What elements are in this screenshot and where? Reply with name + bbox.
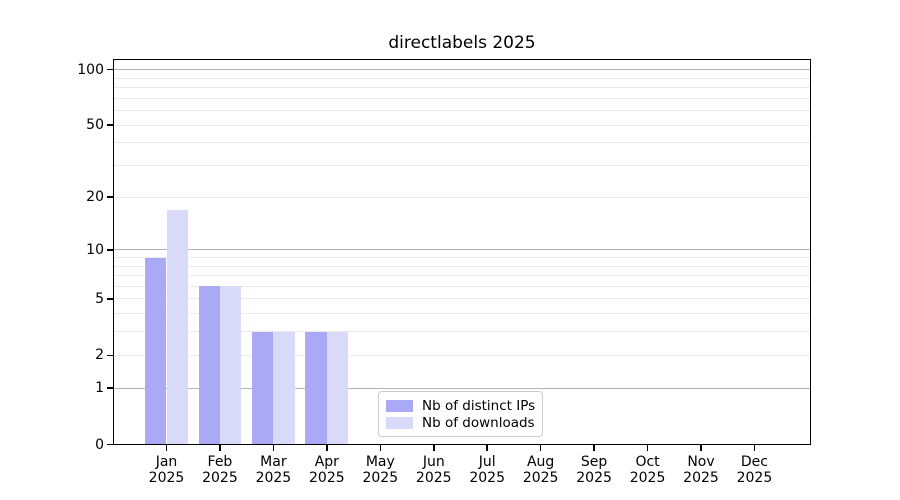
y-tick-label: 100	[77, 61, 104, 78]
x-tick	[700, 444, 702, 451]
x-tick-label: Jun 2025	[415, 453, 452, 486]
y-tick	[107, 298, 113, 300]
gridline-minor	[113, 298, 811, 300]
bar-nb-of-downloads	[326, 331, 349, 445]
gridline-major	[113, 387, 811, 389]
bar-nb-of-downloads	[166, 209, 188, 445]
gridline-minor	[113, 77, 811, 79]
gridline-minor	[113, 87, 811, 89]
x-tick	[433, 444, 435, 451]
x-tick-label: Feb 2025	[202, 453, 238, 486]
x-tick-label: May 2025	[362, 453, 399, 486]
y-tick-label: 1	[95, 380, 104, 397]
gridline-minor	[113, 257, 811, 258]
gridline-minor	[113, 97, 811, 99]
x-tick	[753, 444, 756, 451]
y-tick	[107, 354, 113, 357]
x-tick-label: Aug 2025	[522, 453, 559, 486]
x-tick	[219, 444, 221, 451]
gridline-minor	[113, 354, 811, 356]
x-tick-label: Apr 2025	[309, 453, 345, 486]
legend-swatch	[386, 417, 413, 430]
x-tick	[593, 444, 595, 451]
y-tick-label: 20	[86, 189, 104, 206]
gridline-minor	[113, 196, 811, 198]
gridline-minor	[113, 124, 811, 126]
gridline-minor	[113, 265, 811, 267]
legend-item: Nb of distinct IPs	[386, 397, 536, 414]
x-tick-label: Jul 2025	[469, 453, 505, 486]
x-tick-label: Jan 2025	[148, 453, 185, 486]
x-tick	[486, 444, 488, 451]
y-tick-label: 50	[86, 117, 104, 134]
x-tick-label: Sep 2025	[576, 453, 612, 486]
bar-nb-of-distinct-ips	[305, 331, 327, 445]
gridline-minor	[113, 275, 811, 277]
y-tick	[107, 443, 113, 446]
x-tick	[272, 444, 275, 451]
gridline-minor	[113, 165, 811, 167]
y-tick-label: 2	[95, 347, 104, 364]
gridline-minor	[113, 331, 811, 333]
gridline-minor	[113, 285, 811, 287]
x-tick-label: Dec 2025	[736, 453, 773, 486]
gridline-major	[113, 249, 811, 251]
x-tick	[379, 444, 382, 451]
bar-nb-of-distinct-ips	[145, 257, 167, 445]
bar-nb-of-downloads	[219, 286, 242, 445]
y-tick	[107, 196, 113, 198]
gridline-minor	[113, 110, 811, 112]
x-tick	[646, 444, 649, 451]
y-tick-label: 5	[95, 290, 104, 307]
y-tick	[107, 124, 113, 126]
gridline-minor	[113, 313, 811, 315]
x-tick-label: Oct 2025	[629, 453, 666, 486]
legend: Nb of distinct IPs Nb of downloads	[378, 391, 543, 437]
x-tick	[539, 444, 542, 451]
y-tick	[107, 68, 113, 71]
y-tick	[107, 249, 113, 251]
legend-label: Nb of downloads	[422, 415, 535, 432]
legend-swatch	[386, 399, 413, 412]
x-tick-label: Nov 2025	[683, 453, 719, 486]
bar-nb-of-downloads	[273, 331, 295, 445]
bar-nb-of-distinct-ips	[198, 286, 220, 445]
y-tick	[107, 387, 113, 389]
legend-item: Nb of downloads	[386, 415, 535, 432]
gridline-minor	[113, 142, 811, 144]
y-tick-label: 0	[95, 436, 104, 453]
x-tick	[165, 444, 168, 451]
legend-label: Nb of distinct IPs	[422, 397, 536, 414]
gridline-major	[113, 69, 811, 71]
x-tick-label: Mar 2025	[255, 453, 292, 486]
chart-title: directlabels 2025	[388, 33, 536, 53]
y-tick-label: 10	[86, 241, 104, 258]
bar-nb-of-distinct-ips	[252, 331, 274, 445]
x-tick	[326, 444, 328, 451]
